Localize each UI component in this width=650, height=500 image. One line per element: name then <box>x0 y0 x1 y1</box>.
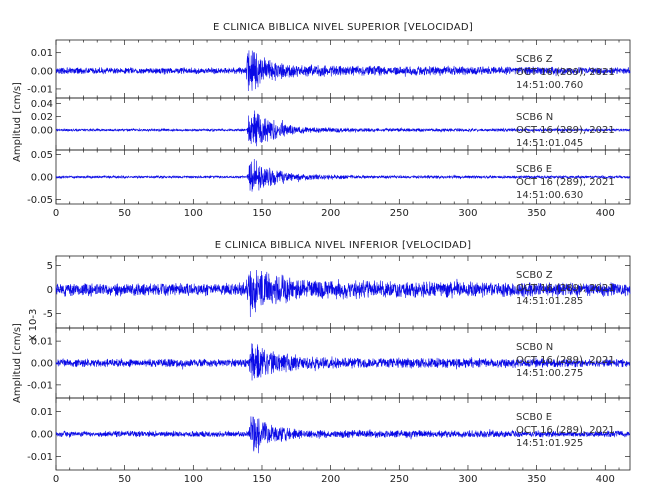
station-component-label: SCB6 E <box>516 164 552 175</box>
date-label: OCT 16 (289), 2021 <box>516 355 615 366</box>
x-tick-label: 0 <box>53 208 59 219</box>
panel-scb6-z: 0.01 0.00 -0.01 SCB6 Z OCT 16 (289), 2021 14:… <box>27 39 631 99</box>
y-tick-label: 0.01 <box>31 48 53 59</box>
panel-scb6-e: 0.05 0.00 -0.05 SCB6 E OCT 16 (289), 2021 14:… <box>27 149 631 206</box>
x-tick-label: 300 <box>458 474 477 485</box>
x-tick-label: 350 <box>527 208 546 219</box>
y-tick-label: -0.01 <box>27 380 53 391</box>
y-tick-label: 0.00 <box>31 359 53 370</box>
time-label: 14:51:00.630 <box>516 190 583 201</box>
panel-scb0-z: 5 0 -5 SCB0 Z OCT 16 (289), 2021 14:51:01.285 <box>43 255 631 329</box>
waveform-trace <box>55 269 631 318</box>
date-label: OCT 16 (289), 2021 <box>516 283 615 294</box>
waveform-trace <box>55 50 631 91</box>
panel-scb0-n: 0.01 0.00 -0.01 SCB0 N OCT 16 (289), 2021 14:… <box>27 327 631 399</box>
y-tick-label: -0.05 <box>27 195 53 206</box>
station-component-label: SCB6 Z <box>516 54 553 65</box>
y-tick-label: 0.01 <box>31 407 53 418</box>
waveform-trace <box>55 416 631 454</box>
time-label: 14:51:01.925 <box>516 438 583 449</box>
waveform-trace <box>55 110 631 147</box>
station-component-label: SCB6 N <box>516 112 553 123</box>
date-label: OCT 16 (289), 2021 <box>516 125 615 136</box>
waveform-trace <box>55 343 631 381</box>
y-tick-label: -5 <box>43 309 53 320</box>
x-tick-label: 0 <box>53 474 59 485</box>
x-tick-label: 250 <box>390 208 409 219</box>
scale-factor-label: X 10-3 <box>28 309 39 342</box>
y-tick-label: -0.01 <box>27 452 53 463</box>
y-axis-label: Amplitud [cm/s] <box>12 323 23 403</box>
x-tick-label: 50 <box>118 208 131 219</box>
x-tick-label: 100 <box>184 208 203 219</box>
y-tick-label: 0.00 <box>31 66 53 77</box>
x-tick-label: 250 <box>390 474 409 485</box>
y-tick-label: 0 <box>47 285 53 296</box>
x-tick-label: 150 <box>252 208 271 219</box>
x-tick-label: 200 <box>321 474 340 485</box>
y-axis-label: Amplitud [cm/s] <box>12 82 23 162</box>
date-label: OCT 16 (289), 2021 <box>516 425 615 436</box>
time-label: 14:51:01.285 <box>516 296 583 307</box>
y-tick-label: -0.01 <box>27 84 53 95</box>
y-tick-label: 0.00 <box>31 126 53 137</box>
time-label: 14:51:00.275 <box>516 368 583 379</box>
y-tick-label: 0.00 <box>31 430 53 441</box>
station-component-label: SCB0 Z <box>516 270 553 281</box>
y-tick-label: 0.01 <box>31 337 53 348</box>
station-component-label: SCB0 E <box>516 412 552 423</box>
x-tick-label: 400 <box>596 208 615 219</box>
x-tick-label: 100 <box>184 474 203 485</box>
time-label: 14:51:00.760 <box>516 80 583 91</box>
y-tick-label: 0.05 <box>31 150 53 161</box>
time-label: 14:51:01.045 <box>516 138 583 149</box>
x-tick-label: 50 <box>118 474 131 485</box>
station-component-label: SCB0 N <box>516 342 553 353</box>
y-tick-label: 0.00 <box>31 173 53 184</box>
y-tick-label: 0.02 <box>31 112 53 123</box>
y-tick-label: 0.04 <box>31 99 53 110</box>
panel-scb6-n: 0.04 0.02 0.00 SCB6 N OCT 16 (289), 2021 14:5… <box>31 97 631 151</box>
x-tick-label: 350 <box>527 474 546 485</box>
chart-title: E CLINICA BIBLICA NIVEL SUPERIOR [VELOCI… <box>213 22 473 33</box>
panel-scb0-e: 0.01 0.00 -0.01 SCB0 E OCT 16 (289), 2021 14:… <box>27 397 631 471</box>
date-label: OCT 16 (289), 2021 <box>516 177 615 188</box>
waveform-trace <box>55 159 631 192</box>
chart-2: E CLINICA BIBLICA NIVEL INFERIOR [VELOCI… <box>12 240 631 485</box>
date-label: OCT 16 (289), 2021 <box>516 67 615 78</box>
x-tick-label: 400 <box>596 474 615 485</box>
x-tick-label: 150 <box>252 474 271 485</box>
chart-1: E CLINICA BIBLICA NIVEL SUPERIOR [VELOCI… <box>12 22 631 219</box>
y-tick-label: 5 <box>47 261 53 272</box>
x-tick-label: 200 <box>321 208 340 219</box>
chart-title: E CLINICA BIBLICA NIVEL INFERIOR [VELOCI… <box>215 240 472 251</box>
x-tick-label: 300 <box>458 208 477 219</box>
